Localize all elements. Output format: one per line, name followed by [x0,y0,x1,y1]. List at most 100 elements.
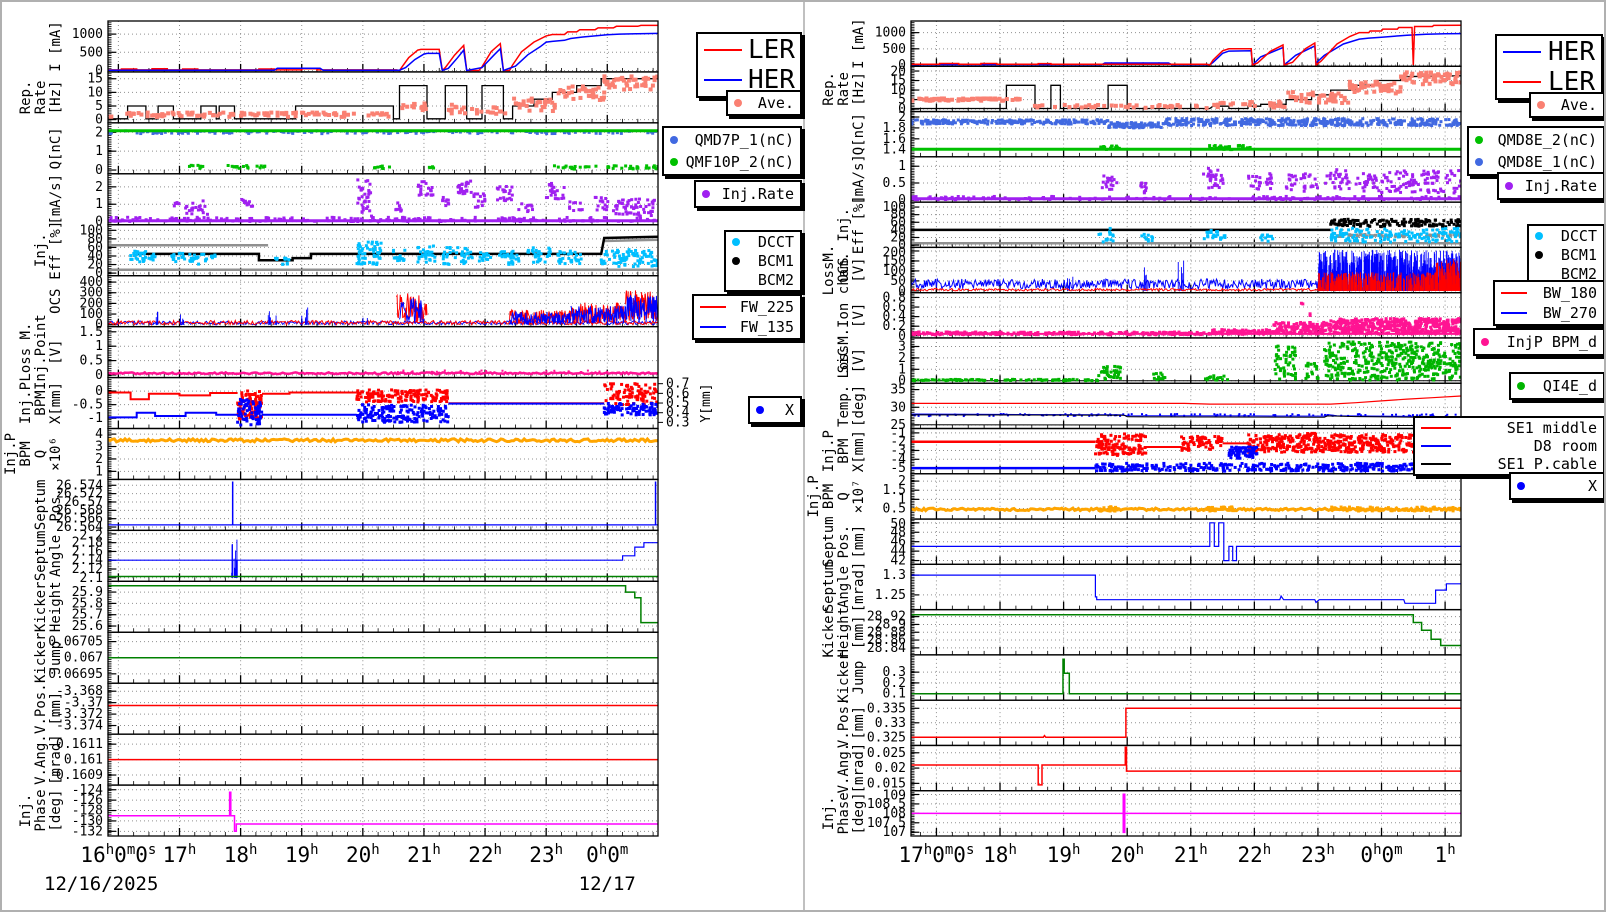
legend-entry: BCM1 [732,252,794,270]
legend-label: BCM1 [757,251,794,270]
legend-entry: SE1 middle [1421,419,1597,437]
legend-label: SE1 P.cable [1497,455,1597,473]
legend-label: Inj.Rate [721,185,794,203]
legend-label: Inj.Rate [1524,177,1597,195]
svg-text:0: 0 [95,63,103,78]
legend-qmd8e-2-nc-: QMD8E_2(nC) QMD8E_1(nC) [1467,126,1604,176]
svg-text:Inj.: Inj. [18,794,34,828]
svg-text:1: 1 [95,144,103,159]
svg-text:0: 0 [95,384,103,399]
svg-text:5: 5 [95,99,103,114]
left-strip-chart-panel: 0 500 1000 I [mA] 0 5 10 15 Rep. Rate [Hz] 0 1 2 Q[nC]… [2,2,803,910]
svg-text:1.8: 1.8 [883,121,906,136]
legend-label: X [784,401,794,419]
legend-injp-bpm-d: InjP BPM_d [1473,328,1604,356]
legend-inj-rate: Inj.Rate [694,180,802,208]
svg-text:15: 15 [87,72,103,87]
svg-text:-3.374: -3.374 [56,719,103,734]
svg-text:3: 3 [95,440,103,455]
svg-text:Inj.P: Inj.P [18,382,34,424]
legend-entry: SE1 P.cable [1421,455,1597,473]
legend-dot-marker-icon [1475,158,1483,166]
legend-ave-: Ave. [1529,92,1604,118]
legend-her: HER LER [1495,34,1603,100]
legend-entry: QMD7P_1(nC) [670,131,794,149]
svg-text:25.9: 25.9 [72,585,103,600]
svg-text:26.566: 26.566 [56,512,103,527]
svg-text:Rep.: Rep. [821,72,837,106]
legend-entry: BCM2 [732,271,794,289]
svg-text:Q[nC]: Q[nC] [48,127,64,169]
svg-text:18h: 18h [224,842,258,867]
legend-entry: Inj.Rate [702,185,794,203]
svg-text:0.067: 0.067 [64,651,103,666]
legend-qi4e-d: QI4E_d [1509,372,1604,400]
legend-dot-marker-icon [1517,482,1525,490]
svg-text:Rate: Rate [33,81,49,115]
svg-text:80: 80 [87,232,103,247]
svg-text:-132: -132 [72,824,103,839]
legend-label: BW_270 [1542,304,1597,322]
svg-text:0.1611: 0.1611 [56,737,103,752]
legend-dot-marker-icon [1517,382,1525,390]
legend-entry: FW_225 [700,298,794,316]
legend-label: BCM2 [1560,264,1597,283]
legend-line-marker-icon [1421,463,1451,465]
svg-text:[mrad]: [mrad] [48,734,64,785]
svg-text:1.4: 1.4 [883,143,907,158]
legend-label: FW_225 [739,298,794,316]
svg-text:100: 100 [80,223,103,238]
svg-text:Angle: Angle [48,535,64,577]
svg-text:OCS: OCS [48,289,64,314]
legend-dot-marker-icon [702,190,710,198]
legend-dot-marker-icon [734,99,742,107]
legend-bw-180: BW_180 BW_270 [1493,280,1604,326]
legend-entry: Ave. [734,94,794,112]
legend-label: QI4E_d [1542,377,1597,395]
svg-text:Rate: Rate [836,72,852,106]
legend-label: QMF10P_2(nC) [685,153,794,171]
legend-dot-marker-icon [732,256,740,265]
svg-text:26.574: 26.574 [56,478,103,493]
legend-label: QMD8E_2(nC) [1497,131,1597,149]
svg-text:12/16/2025: 12/16/2025 [44,873,158,895]
svg-text:2: 2 [898,110,906,125]
legend-fw-225: FW_225 FW_135 [692,294,802,340]
svg-text:Jump: Jump [48,641,64,675]
svg-text:0.5: 0.5 [666,396,689,411]
svg-text:26.57: 26.57 [64,495,103,510]
legend-inj-rate: Inj.Rate [1497,172,1604,200]
legend-line-marker-icon [700,326,726,328]
legend-dot-marker-icon [670,158,678,166]
legend-label: QMD7P_1(nC) [694,131,794,149]
legend-entry: D8 room [1421,437,1597,455]
legend-entry: HER [1503,37,1595,67]
svg-text:2: 2 [95,180,103,195]
svg-text:-130: -130 [72,814,103,829]
legend-label: Ave. [757,94,794,112]
legend-label: QMD8E_1(nC) [1497,153,1597,171]
svg-text:Height: Height [48,581,64,632]
svg-text:5: 5 [898,93,906,108]
svg-text:0.6: 0.6 [666,386,689,401]
svg-text:[Hz]: [Hz] [851,72,867,106]
svg-text:Eff [%]: Eff [%] [48,221,64,280]
svg-text:1000: 1000 [72,27,103,42]
legend-entry: X [756,401,794,419]
legend-line-marker-icon [1421,445,1451,447]
svg-text:12/17: 12/17 [579,873,636,895]
svg-text:25.6: 25.6 [72,619,103,634]
svg-text:4: 4 [95,427,103,442]
svg-text:Pos.: Pos. [48,488,64,522]
legend-label: LER [748,35,795,65]
svg-text:V.Pos.: V.Pos. [33,683,49,734]
legend-entry: BW_270 [1501,304,1597,322]
legend-dot-marker-icon [1535,250,1543,259]
svg-text:Inj.: Inj. [33,233,49,267]
legend-entry: DCCT [732,233,794,251]
svg-text:20: 20 [890,64,906,79]
svg-text:19h: 19h [285,842,319,867]
legend-se1-middle: SE1 middle D8 room SE1 P.cable [1413,416,1604,476]
svg-text:0.7: 0.7 [666,377,689,392]
legend-line-marker-icon [704,49,742,51]
